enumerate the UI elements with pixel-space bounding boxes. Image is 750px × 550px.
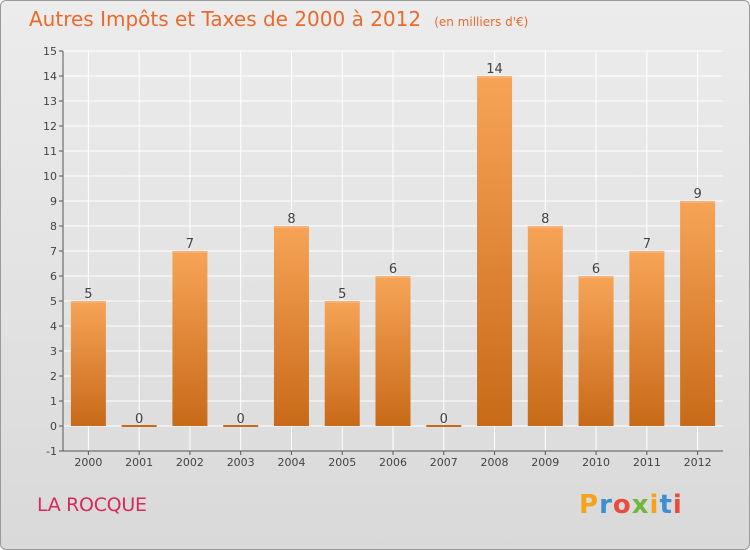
y-tick-label: 10 — [43, 170, 57, 183]
bar-value-label: 8 — [287, 212, 295, 227]
x-tick-label: 2012 — [684, 456, 712, 469]
y-tick-label: 13 — [43, 95, 57, 108]
x-tick-label: 2008 — [481, 456, 509, 469]
y-tick-label: -1 — [46, 445, 57, 458]
proxiti-logo-letter: P — [579, 490, 600, 520]
bar — [172, 251, 208, 426]
bar — [375, 276, 411, 426]
y-tick-label: 7 — [50, 245, 57, 258]
bar-value-label: 0 — [440, 412, 448, 427]
chart-title-block: Autres Impôts et Taxes de 2000 à 2012 (e… — [29, 7, 528, 31]
bar-top-highlight — [527, 226, 563, 228]
bar — [324, 301, 360, 426]
x-tick-label: 2003 — [227, 456, 255, 469]
bar-top-highlight — [324, 301, 360, 303]
bar-top-highlight — [70, 301, 106, 303]
proxiti-logo-letter: x — [631, 490, 650, 520]
y-tick-label: 2 — [50, 370, 57, 383]
bar-value-label: 0 — [237, 412, 245, 427]
x-tick-label: 2005 — [328, 456, 356, 469]
bar-value-label: 0 — [135, 412, 143, 427]
bar — [578, 276, 614, 426]
y-tick-label: 9 — [50, 195, 57, 208]
proxiti-logo-letter: t — [659, 490, 673, 520]
y-tick-label: 6 — [50, 270, 57, 283]
y-tick-label: 3 — [50, 345, 57, 358]
bar-value-label: 6 — [389, 262, 397, 277]
y-tick-label: 15 — [43, 45, 57, 58]
bar-top-highlight — [273, 226, 309, 228]
bar — [223, 425, 259, 427]
y-tick-label: 8 — [50, 220, 57, 233]
bar-top-highlight — [375, 276, 411, 278]
bar-value-label: 5 — [338, 287, 346, 302]
y-tick-label: 0 — [50, 420, 57, 433]
bar-top-highlight — [578, 276, 614, 278]
bar-value-label: 9 — [693, 187, 701, 202]
bar-value-label: 6 — [592, 262, 600, 277]
x-tick-label: 2001 — [125, 456, 153, 469]
x-tick-label: 2004 — [277, 456, 305, 469]
bar-top-highlight — [477, 76, 513, 78]
x-tick-label: 2010 — [582, 456, 610, 469]
bar — [527, 226, 563, 426]
chart-title: Autres Impôts et Taxes de 2000 à 2012 — [29, 7, 422, 31]
x-tick-label: 2009 — [531, 456, 559, 469]
bar-top-highlight — [172, 251, 208, 253]
proxiti-logo-letter: o — [612, 490, 632, 520]
x-tick-label: 2011 — [633, 456, 661, 469]
y-tick-label: 1 — [50, 395, 57, 408]
bar — [629, 251, 665, 426]
y-tick-label: 11 — [43, 145, 57, 158]
proxiti-logo-letter: r — [599, 490, 613, 520]
chart-unit: (en milliers d'€) — [434, 15, 529, 29]
commune-name: LA ROCQUE — [37, 494, 147, 516]
x-tick-label: 2007 — [430, 456, 458, 469]
x-tick-label: 2000 — [74, 456, 102, 469]
bar — [426, 425, 462, 427]
bar — [680, 201, 716, 426]
bar-value-label: 7 — [186, 237, 194, 252]
bar-value-label: 7 — [643, 237, 651, 252]
proxiti-logo-letter: i — [672, 490, 683, 520]
bar-top-highlight — [629, 251, 665, 253]
y-tick-label: 4 — [50, 320, 57, 333]
bar — [70, 301, 106, 426]
y-tick-label: 14 — [43, 70, 57, 83]
bar — [273, 226, 309, 426]
y-tick-label: 12 — [43, 120, 57, 133]
bar — [121, 425, 157, 427]
bar-value-label: 14 — [486, 62, 503, 77]
proxiti-logo: Proxiti — [579, 490, 683, 520]
x-tick-label: 2002 — [176, 456, 204, 469]
bar-value-label: 8 — [541, 212, 549, 227]
y-tick-label: 5 — [50, 295, 57, 308]
bar — [477, 76, 513, 426]
bar-top-highlight — [680, 201, 716, 203]
proxiti-logo-letter: i — [649, 490, 660, 520]
bar-value-label: 5 — [84, 287, 92, 302]
x-tick-label: 2006 — [379, 456, 407, 469]
